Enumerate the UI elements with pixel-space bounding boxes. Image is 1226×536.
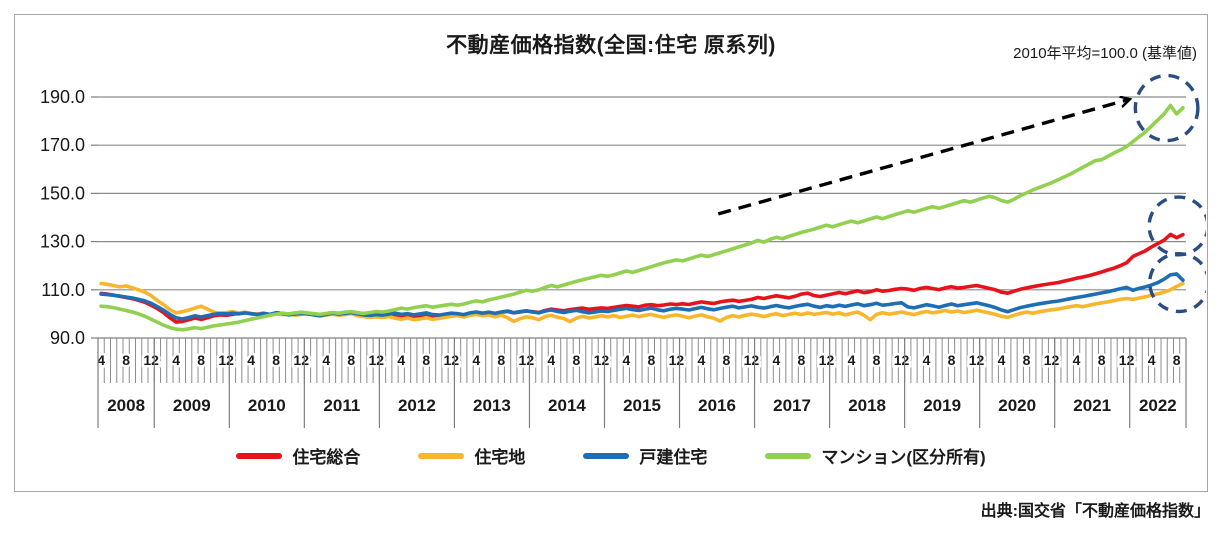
source-note: 出典:国交省「不動産価格指数」 [980, 503, 1210, 520]
year-label: 2009 [173, 396, 211, 415]
month-tick-label: 12 [969, 352, 985, 368]
month-tick-label: 8 [873, 352, 881, 368]
month-tick-label: 8 [1098, 352, 1106, 368]
y-tick-label: 150.0 [40, 183, 85, 203]
legend-item-sogo: 住宅総合 [236, 443, 360, 468]
highlight-ellipse-1 [1147, 195, 1206, 257]
month-tick-label: 12 [744, 352, 760, 368]
chart-title: 不動産価格指数(全国:住宅 原系列) [446, 34, 776, 57]
chart-legend: 住宅総合 住宅地 戸建住宅 マンション(区分所有) [15, 443, 1207, 468]
month-tick-label: 12 [368, 352, 384, 368]
month-tick-label: 12 [894, 352, 910, 368]
y-tick-label: 110.0 [41, 280, 85, 300]
month-tick-label: 4 [247, 352, 255, 368]
month-tick-label: 4 [397, 352, 405, 368]
chart-subtitle: 2010年平均=100.0 (基準値) [1013, 45, 1197, 62]
y-tick-label: 130.0 [40, 232, 85, 252]
month-tick-label: 4 [998, 352, 1006, 368]
legend-label-sogo: 住宅総合 [292, 448, 361, 467]
highlight-ellipse-2 [1148, 251, 1206, 314]
x-axis: 4 8 12 2008 4 8 12 2009 4 8 12 2010 4 8 12 2011 4 8 12 2012… [95, 338, 1187, 428]
month-tick-label: 8 [1173, 352, 1181, 368]
series-line-3 [99, 103, 1185, 332]
month-tick-label: 12 [1119, 352, 1135, 368]
year-label: 2011 [323, 396, 360, 415]
month-tick-label: 8 [572, 352, 580, 368]
legend-item-mansion: マンション(区分所有) [765, 443, 986, 468]
year-label: 2018 [848, 396, 886, 415]
year-label: 2021 [1073, 396, 1111, 415]
month-tick-label: 8 [1023, 352, 1031, 368]
legend-swatch-orange [418, 452, 465, 459]
legend-item-jutakuchi: 住宅地 [418, 443, 525, 468]
month-tick-label: 12 [669, 352, 685, 368]
month-tick-label: 8 [948, 352, 956, 368]
year-label: 2020 [998, 396, 1036, 415]
month-tick-label: 8 [422, 352, 430, 368]
month-tick-label: 8 [347, 352, 355, 368]
month-tick-label: 4 [472, 352, 480, 368]
year-label: 2012 [398, 396, 436, 415]
year-label: 2014 [548, 396, 586, 415]
month-tick-label: 8 [723, 352, 731, 368]
month-tick-label: 12 [293, 352, 309, 368]
year-label: 2022 [1139, 396, 1177, 415]
trend-arrow [717, 99, 1129, 216]
legend-label-jutakuchi: 住宅地 [474, 448, 526, 467]
month-tick-label: 4 [622, 352, 630, 368]
year-label: 2008 [107, 396, 145, 415]
y-tick-label: 90.0 [50, 328, 85, 348]
month-tick-label: 8 [497, 352, 505, 368]
month-tick-label: 4 [698, 352, 706, 368]
month-tick-label: 8 [122, 352, 130, 368]
month-tick-label: 12 [1044, 352, 1060, 368]
legend-swatch-red [236, 452, 283, 459]
year-label: 2016 [698, 396, 736, 415]
month-tick-label: 4 [773, 352, 781, 368]
year-label: 2017 [773, 396, 811, 415]
month-tick-label: 4 [322, 352, 330, 368]
month-tick-label: 4 [172, 352, 180, 368]
month-tick-label: 4 [1073, 352, 1081, 368]
year-label: 2015 [623, 396, 661, 415]
month-tick-label: 4 [1148, 352, 1156, 368]
month-tick-label: 8 [272, 352, 280, 368]
chart-frame: 不動産価格指数(全国:住宅 原系列) 2010年平均=100.0 (基準値) 9… [14, 14, 1208, 492]
month-tick-label: 8 [798, 352, 806, 368]
month-tick-label: 4 [923, 352, 931, 368]
month-tick-label: 12 [143, 352, 159, 368]
gridlines: 90.0 110.0 130.0 150.0 170.0 190.0 [40, 87, 1186, 348]
y-tick-label: 190.0 [40, 87, 85, 107]
month-tick-label: 8 [647, 352, 655, 368]
highlight-ellipse-0 [1133, 73, 1200, 143]
year-label: 2019 [923, 396, 961, 415]
year-label: 2013 [473, 396, 511, 415]
month-tick-label: 12 [819, 352, 835, 368]
legend-item-kodate: 戸建住宅 [583, 443, 707, 468]
month-tick-label: 8 [197, 352, 205, 368]
legend-swatch-green [765, 452, 812, 459]
month-tick-label: 4 [848, 352, 856, 368]
y-tick-label: 170.0 [40, 135, 85, 155]
month-tick-label: 12 [519, 352, 535, 368]
year-label: 2010 [248, 396, 286, 415]
legend-label-kodate: 戸建住宅 [639, 448, 708, 467]
month-tick-label: 12 [218, 352, 234, 368]
legend-swatch-blue [583, 452, 630, 459]
month-tick-label: 4 [547, 352, 555, 368]
month-tick-label: 12 [594, 352, 610, 368]
month-tick-label: 12 [443, 352, 459, 368]
legend-label-mansion: マンション(区分所有) [821, 448, 986, 467]
